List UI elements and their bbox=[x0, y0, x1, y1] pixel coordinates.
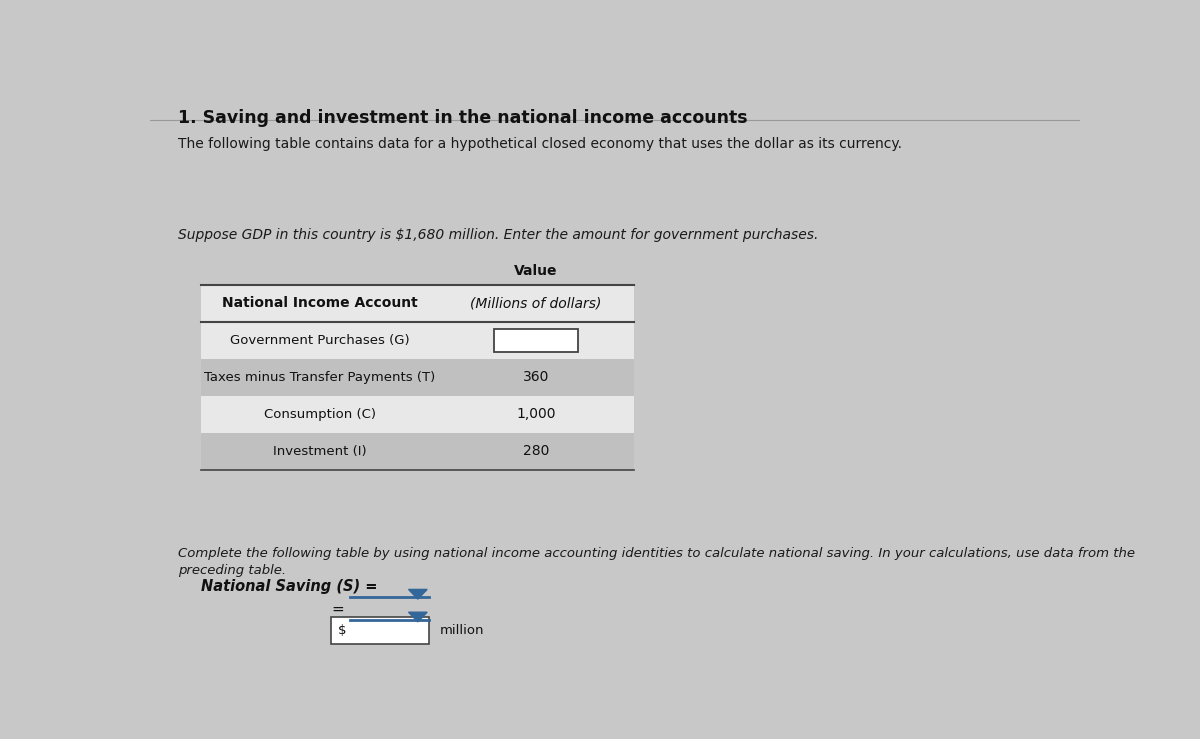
Text: 280: 280 bbox=[523, 444, 550, 458]
Text: Government Purchases (G): Government Purchases (G) bbox=[230, 334, 409, 347]
FancyBboxPatch shape bbox=[494, 329, 578, 352]
Text: 1,000: 1,000 bbox=[516, 407, 556, 421]
Text: Suppose GDP in this country is $1,680 million. Enter the amount for government p: Suppose GDP in this country is $1,680 mi… bbox=[178, 228, 818, 242]
FancyBboxPatch shape bbox=[202, 396, 634, 433]
Text: National Saving (S) =: National Saving (S) = bbox=[202, 579, 378, 594]
Text: (Millions of dollars): (Millions of dollars) bbox=[470, 296, 601, 310]
Text: Consumption (C): Consumption (C) bbox=[264, 408, 376, 421]
Text: million: million bbox=[440, 624, 485, 637]
FancyBboxPatch shape bbox=[331, 617, 430, 644]
FancyBboxPatch shape bbox=[202, 322, 634, 359]
Text: preceding table.: preceding table. bbox=[178, 564, 286, 577]
Text: Taxes minus Transfer Payments (T): Taxes minus Transfer Payments (T) bbox=[204, 371, 436, 384]
Text: 360: 360 bbox=[523, 370, 550, 384]
Text: 1. Saving and investment in the national income accounts: 1. Saving and investment in the national… bbox=[178, 109, 748, 126]
Polygon shape bbox=[408, 612, 427, 621]
FancyBboxPatch shape bbox=[202, 285, 634, 322]
Polygon shape bbox=[408, 590, 427, 599]
Text: Complete the following table by using national income accounting identities to c: Complete the following table by using na… bbox=[178, 547, 1135, 559]
FancyBboxPatch shape bbox=[202, 433, 634, 470]
Text: $: $ bbox=[338, 624, 347, 637]
Text: National Income Account: National Income Account bbox=[222, 296, 418, 310]
Text: =: = bbox=[331, 602, 344, 617]
Text: The following table contains data for a hypothetical closed economy that uses th: The following table contains data for a … bbox=[178, 137, 902, 151]
FancyBboxPatch shape bbox=[202, 359, 634, 396]
Text: Investment (I): Investment (I) bbox=[272, 445, 366, 458]
Text: Value: Value bbox=[515, 264, 558, 278]
